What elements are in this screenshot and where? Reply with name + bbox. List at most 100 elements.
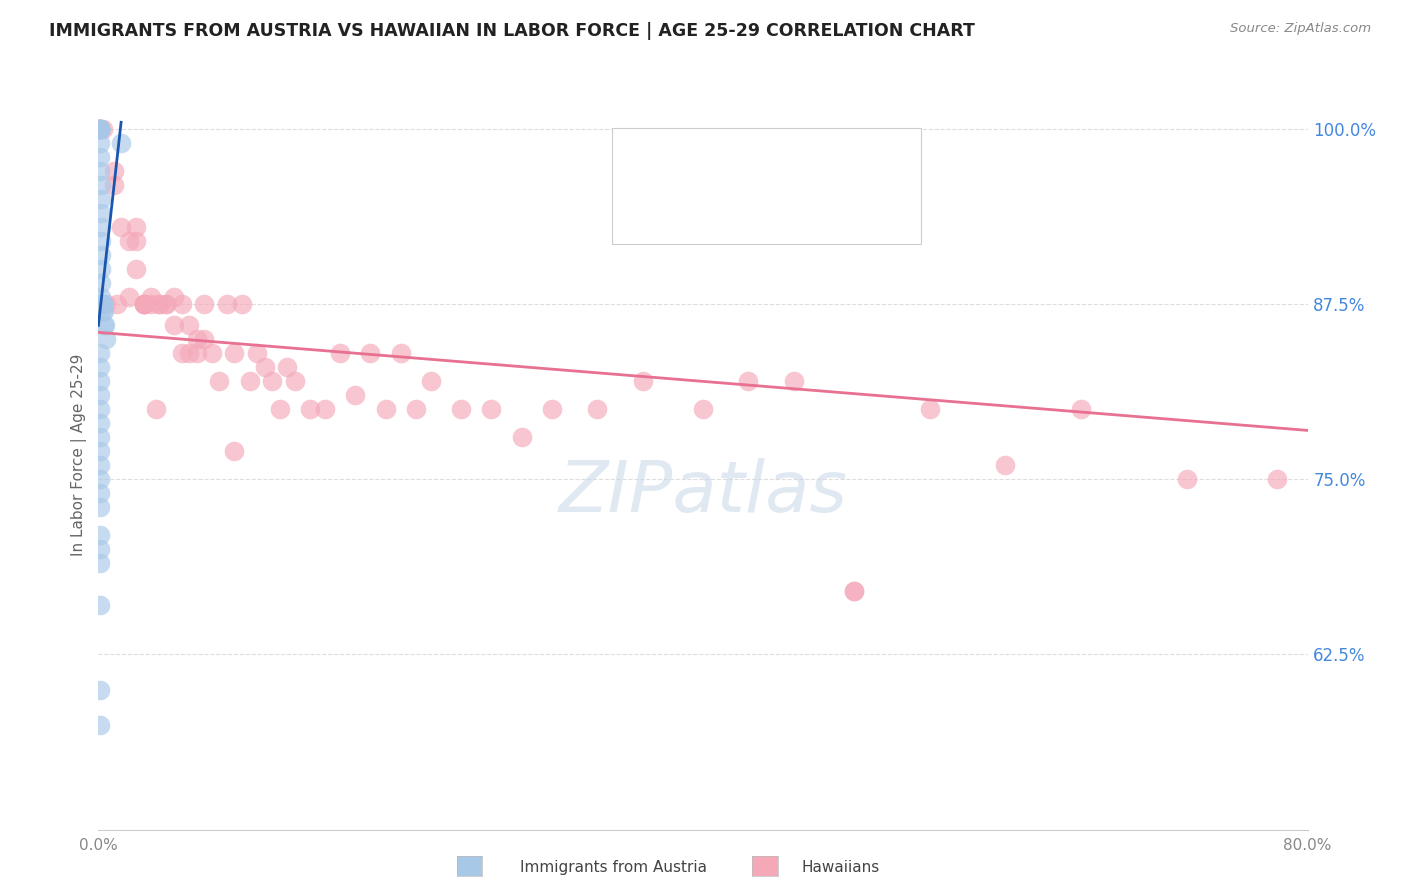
Point — [253, 360, 276, 375]
Point — [89, 122, 111, 136]
Text: -0.135: -0.135 — [710, 203, 775, 221]
Point — [374, 402, 396, 417]
Point — [231, 297, 253, 311]
Point — [90, 297, 112, 311]
Point — [94, 318, 117, 333]
Point — [132, 297, 155, 311]
Point — [783, 375, 806, 389]
Point — [90, 248, 112, 262]
Point — [90, 262, 112, 277]
Point — [89, 682, 111, 697]
Point — [918, 402, 941, 417]
Point — [246, 346, 269, 360]
Point — [284, 375, 307, 389]
Point — [89, 164, 111, 178]
Point — [93, 318, 115, 333]
Point — [1070, 402, 1092, 417]
Point — [89, 542, 111, 557]
Point — [89, 122, 111, 136]
Text: R =: R = — [668, 203, 707, 221]
Text: N =: N = — [773, 203, 813, 221]
Point — [89, 717, 111, 731]
Point — [90, 297, 112, 311]
Point — [148, 297, 170, 311]
Point — [89, 599, 111, 613]
Point — [90, 235, 112, 249]
Point — [89, 486, 111, 500]
Point — [89, 402, 111, 417]
Point — [215, 297, 238, 311]
Point — [91, 297, 114, 311]
Text: 54: 54 — [811, 151, 837, 169]
Point — [90, 290, 112, 304]
Text: N =: N = — [773, 151, 813, 169]
Point — [118, 290, 141, 304]
Point — [89, 122, 111, 136]
Point — [94, 297, 117, 311]
Text: Source: ZipAtlas.com: Source: ZipAtlas.com — [1230, 22, 1371, 36]
Point — [737, 375, 759, 389]
Point — [692, 402, 714, 417]
Point — [481, 402, 503, 417]
Point — [91, 122, 114, 136]
Point — [89, 136, 111, 151]
Point — [179, 346, 201, 360]
Point — [90, 206, 112, 220]
Point — [125, 235, 148, 249]
Point — [170, 346, 193, 360]
Point — [586, 402, 609, 417]
Point — [145, 402, 167, 417]
Point — [103, 178, 125, 193]
Point — [276, 360, 298, 375]
Point — [89, 346, 111, 360]
Point — [94, 332, 117, 346]
Point — [510, 430, 533, 444]
Point — [360, 346, 382, 360]
Point — [89, 528, 111, 542]
Point — [125, 220, 148, 235]
Point — [110, 136, 132, 151]
Point — [90, 277, 112, 291]
Point — [89, 360, 111, 375]
Point — [89, 557, 111, 571]
Point — [91, 297, 114, 311]
Point — [450, 402, 472, 417]
Point — [90, 297, 112, 311]
Point — [89, 122, 111, 136]
Point — [155, 297, 177, 311]
Point — [179, 318, 201, 333]
Point — [93, 304, 115, 318]
Point — [155, 297, 177, 311]
Point — [389, 346, 412, 360]
Point — [89, 500, 111, 515]
Text: Hawaiians: Hawaiians — [801, 860, 880, 874]
Point — [208, 375, 231, 389]
Point — [89, 417, 111, 431]
Point — [262, 375, 284, 389]
Y-axis label: In Labor Force | Age 25-29: In Labor Force | Age 25-29 — [72, 354, 87, 556]
Point — [125, 262, 148, 277]
Point — [89, 122, 111, 136]
Point — [148, 297, 170, 311]
Point — [1175, 472, 1198, 486]
Point — [540, 402, 562, 417]
Point — [89, 122, 111, 136]
Point — [186, 346, 208, 360]
Point — [91, 304, 114, 318]
Point — [193, 297, 215, 311]
Point — [844, 584, 866, 599]
Text: IMMIGRANTS FROM AUSTRIA VS HAWAIIAN IN LABOR FORCE | AGE 25-29 CORRELATION CHART: IMMIGRANTS FROM AUSTRIA VS HAWAIIAN IN L… — [49, 22, 976, 40]
Point — [344, 388, 367, 402]
Point — [90, 192, 112, 206]
Point — [163, 318, 186, 333]
Point — [193, 332, 215, 346]
Text: ZIPatlas: ZIPatlas — [558, 458, 848, 527]
Point — [1267, 472, 1289, 486]
Text: R =: R = — [668, 151, 707, 169]
Point — [631, 375, 654, 389]
Point — [224, 444, 246, 458]
Point — [844, 584, 866, 599]
Point — [89, 122, 111, 136]
Text: Immigrants from Austria: Immigrants from Austria — [520, 860, 707, 874]
Point — [89, 150, 111, 164]
